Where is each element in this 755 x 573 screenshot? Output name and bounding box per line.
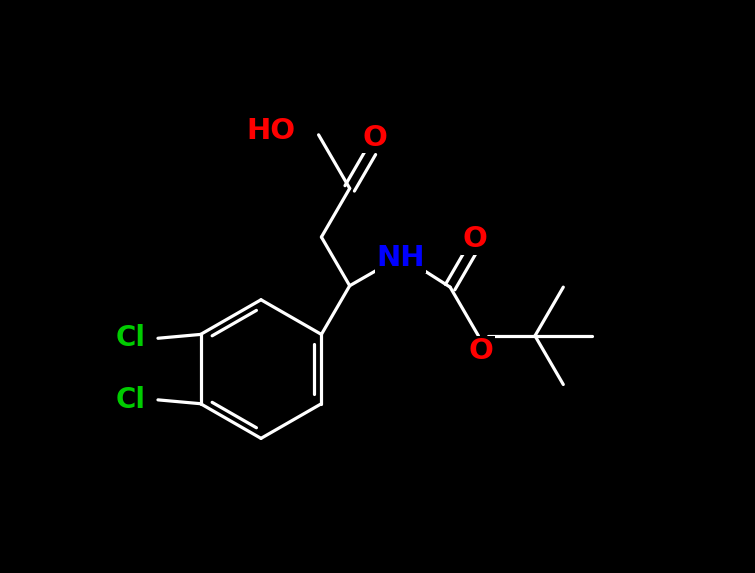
Text: Cl: Cl <box>116 324 146 352</box>
Text: NH: NH <box>376 244 424 272</box>
Text: Cl: Cl <box>116 386 146 414</box>
Text: HO: HO <box>246 117 295 145</box>
Text: O: O <box>463 225 488 253</box>
Text: O: O <box>468 337 493 365</box>
Text: O: O <box>362 124 387 152</box>
